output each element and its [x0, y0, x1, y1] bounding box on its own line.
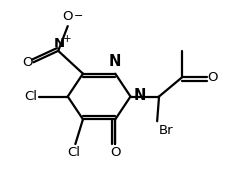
Text: N: N: [54, 37, 65, 50]
Text: N: N: [133, 88, 146, 103]
Text: Cl: Cl: [24, 90, 37, 103]
Text: O: O: [22, 56, 32, 69]
Text: O: O: [110, 146, 121, 159]
Text: −: −: [74, 11, 83, 21]
Text: +: +: [62, 34, 71, 44]
Text: O: O: [208, 71, 218, 84]
Text: O: O: [62, 10, 73, 23]
Text: Cl: Cl: [67, 146, 80, 159]
Text: Br: Br: [159, 124, 174, 137]
Text: N: N: [109, 54, 121, 69]
